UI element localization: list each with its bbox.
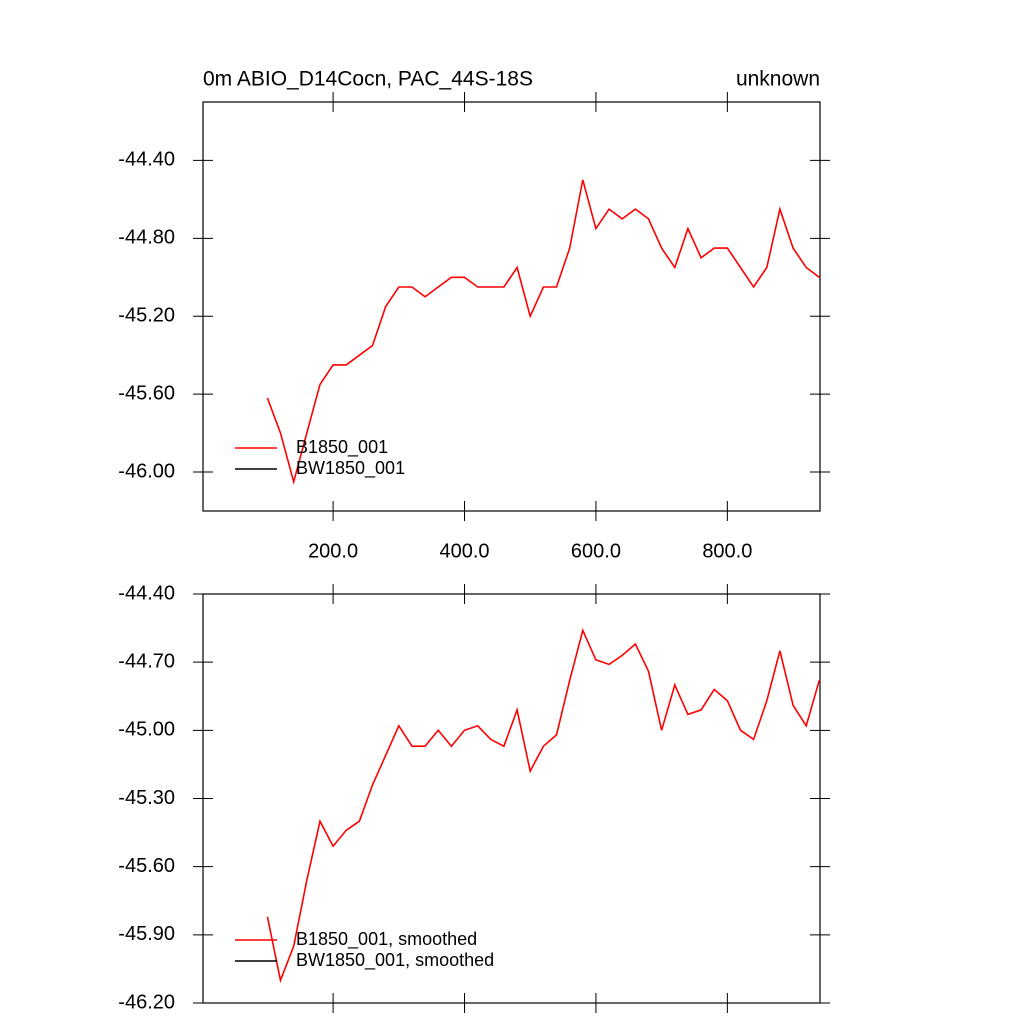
- x-tick-label: 200.0: [308, 540, 358, 562]
- legend-label: BW1850_001: [296, 458, 405, 479]
- legend-label: B1850_001: [296, 437, 388, 458]
- y-tick-label: -45.30: [118, 787, 175, 809]
- series-line: [266, 179, 820, 485]
- plot-frame: [202, 101, 821, 512]
- y-tick-label: -44.80: [118, 227, 175, 249]
- y-tick-label: -45.60: [118, 382, 175, 404]
- chart-subtitle: unknown: [736, 68, 820, 91]
- y-tick-label: -45.90: [118, 923, 175, 945]
- x-tick-label: 400.0: [439, 540, 489, 562]
- legend-label: BW1850_001, smoothed: [296, 950, 494, 971]
- chart-title: 0m ABIO_D14Cocn, PAC_44S-18S: [203, 68, 533, 91]
- y-tick-label: -46.20: [118, 991, 175, 1013]
- legend-label: B1850_001, smoothed: [296, 929, 477, 950]
- y-tick-label: -44.40: [118, 582, 175, 604]
- x-tick-label: 800.0: [702, 540, 752, 562]
- y-tick-label: -44.40: [118, 149, 175, 171]
- y-tick-label: -46.00: [118, 460, 175, 482]
- y-tick-label: -45.20: [118, 305, 175, 327]
- y-tick-label: -44.70: [118, 650, 175, 672]
- x-tick-label: 600.0: [571, 540, 621, 562]
- plot-frame: [202, 593, 821, 1004]
- series-line: [266, 627, 821, 984]
- y-tick-label: -45.60: [118, 855, 175, 877]
- y-tick-label: -45.00: [118, 719, 175, 741]
